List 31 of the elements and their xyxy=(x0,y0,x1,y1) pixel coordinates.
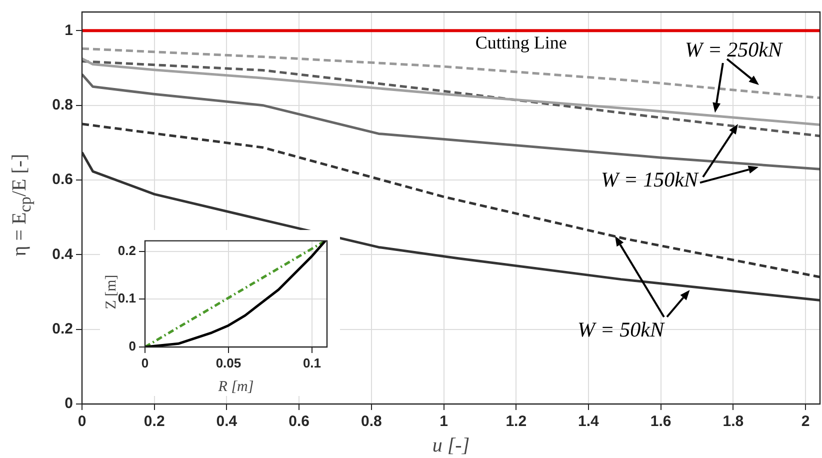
ref-line-label: Cutting Line xyxy=(475,32,567,52)
annotation: W = 150kN xyxy=(601,168,698,192)
y-tick-label: 0.8 xyxy=(52,96,73,114)
y-tick-label: 0.6 xyxy=(52,171,73,188)
x-tick-label: 1 xyxy=(440,413,448,430)
y-tick-label: 0 xyxy=(64,395,73,412)
y-tick-label: 0.2 xyxy=(52,320,73,338)
y-axis-title: Z [m] xyxy=(104,274,120,310)
x-tick-label: 0.4 xyxy=(216,413,238,430)
x-tick-label: 0.8 xyxy=(360,413,382,430)
y-tick-label: 1 xyxy=(64,22,73,39)
x-tick-label: 0.6 xyxy=(288,413,310,430)
x-tick-label: 2 xyxy=(801,413,810,430)
x-tick-label: 1.4 xyxy=(578,413,600,430)
x-tick-label: 0.05 xyxy=(216,355,242,370)
x-tick-label: 0 xyxy=(141,355,149,370)
y-tick-label: 0.1 xyxy=(118,290,136,306)
annotation: W = 250kN xyxy=(685,38,782,62)
x-tick-label: 0.2 xyxy=(144,413,165,430)
y-tick-label: 0.4 xyxy=(52,246,74,263)
x-axis-title: u [-] xyxy=(432,434,470,456)
y-tick-label: 0.2 xyxy=(118,242,136,258)
x-tick-label: 1.6 xyxy=(650,413,672,430)
x-tick-label: 1.8 xyxy=(722,413,744,430)
x-tick-label: 0.1 xyxy=(302,355,322,370)
x-axis-title: R [m] xyxy=(217,378,254,395)
annotation: W = 50kN xyxy=(578,318,664,342)
y-tick-label: 0 xyxy=(128,338,136,354)
x-tick-label: 1.2 xyxy=(506,413,527,430)
x-tick-label: 0 xyxy=(78,413,86,430)
line-series xyxy=(82,60,820,138)
